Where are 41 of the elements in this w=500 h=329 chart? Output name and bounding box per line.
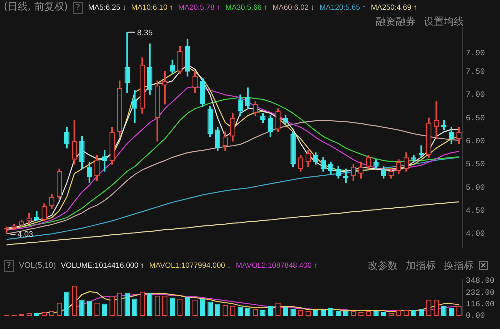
y-tick-label: 7.00 (466, 91, 486, 100)
bar (442, 306, 447, 316)
y-tick-label: 7.50 (466, 68, 486, 77)
annotation: 融资融券 (376, 16, 416, 28)
annotation: 4.03 (18, 230, 34, 239)
chart-title: VOL(5,10) (19, 261, 56, 270)
bar (87, 300, 92, 316)
y-tick-label: 0.00 (466, 312, 486, 322)
bar (132, 298, 138, 316)
bar (208, 302, 214, 316)
bar (147, 292, 153, 316)
bar (238, 306, 244, 316)
candlestick (418, 146, 424, 158)
annotation: 设置均线 (424, 16, 464, 28)
bar (185, 296, 190, 316)
bar (64, 292, 70, 316)
bar (170, 298, 176, 316)
text: 改参数 (368, 260, 398, 272)
y-tick-label: 5.50 (466, 160, 486, 170)
y-tick-label: 232.00 (466, 288, 496, 298)
bar (283, 306, 288, 316)
text: 加指标 (406, 260, 436, 272)
y-tick-label: 6.00 (466, 138, 486, 146)
bar (268, 306, 274, 316)
bar (200, 298, 206, 316)
text: (日线, 前复权) (4, 2, 68, 12)
y-tick-label: 4.00 (466, 230, 486, 240)
bar (80, 300, 85, 316)
bar (215, 304, 221, 316)
text: ? (73, 2, 84, 14)
text: ? (4, 260, 14, 272)
y-tick-label: 348.00 (466, 277, 496, 286)
y-tick-label: 4.50 (466, 207, 486, 216)
annotation: 8.35 (137, 28, 154, 38)
bar (124, 292, 130, 316)
text: 换指标 (444, 260, 474, 272)
y-tick-label: 6.50 (466, 114, 486, 124)
bar (102, 304, 108, 316)
y-tick-label: 116.00 (466, 300, 496, 310)
y-tick-label: 7.90 (466, 49, 486, 58)
y-tick-label: 5.00 (466, 184, 486, 193)
